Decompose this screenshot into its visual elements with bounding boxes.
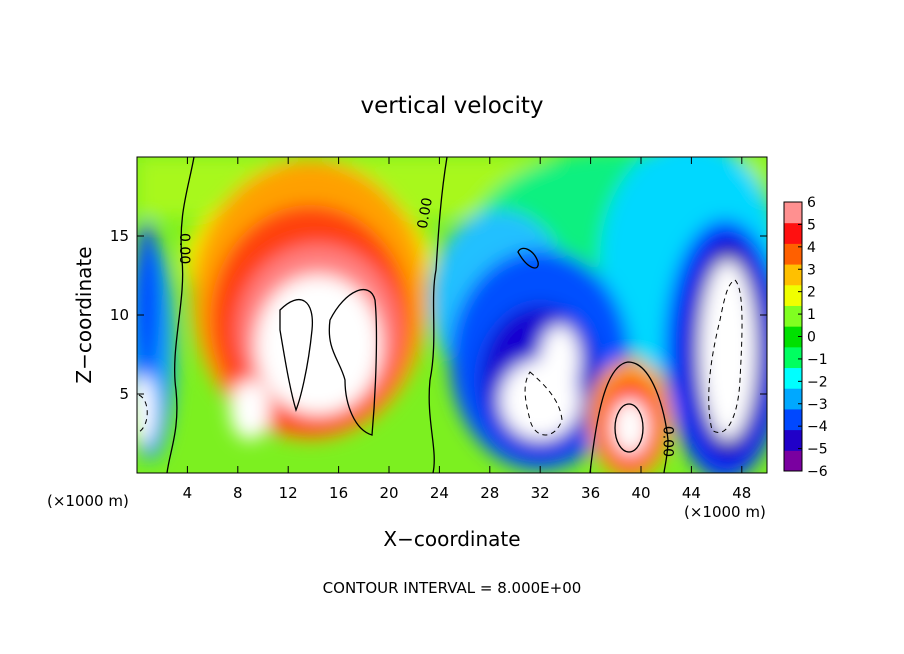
contour-small-cell <box>517 247 539 269</box>
contour-label: 0.00 <box>415 196 436 229</box>
x-unit-right: (×1000 m) <box>684 503 766 521</box>
x-tick-label: 32 <box>531 484 550 502</box>
contour-main-core-2 <box>328 289 378 436</box>
chart-title: vertical velocity <box>361 93 544 119</box>
x-tick-label: 12 <box>279 484 298 502</box>
colorbar-label: −4 <box>807 419 828 435</box>
colorbar-segment <box>784 284 802 306</box>
contour-main-core-1 <box>279 298 314 412</box>
colorbar-segment <box>784 202 802 224</box>
colorbar-segment <box>784 326 802 348</box>
colorbar-segment <box>784 388 802 410</box>
colorbar-segment <box>784 243 802 265</box>
x-tick-label: 28 <box>480 484 499 502</box>
x-tick-label: 4 <box>183 484 193 502</box>
y-axis-label: Z−coordinate <box>72 246 96 383</box>
x-tick-label: 40 <box>631 484 650 502</box>
colorbar-label: −1 <box>807 352 828 368</box>
colorbar-label: 5 <box>807 217 816 233</box>
velocity-field <box>137 157 767 473</box>
y-tick-label: 10 <box>110 306 129 324</box>
plot-area <box>137 157 767 473</box>
y-tick-label: 5 <box>119 385 129 403</box>
contour-labels: 0.00 0.00 0.00 <box>176 196 676 457</box>
x-tick-label: 20 <box>379 484 398 502</box>
x-tick-label: 24 <box>430 484 449 502</box>
x-tick-label: 16 <box>329 484 348 502</box>
colorbar-label: 4 <box>807 240 816 256</box>
x-unit-left: (×1000 m) <box>47 492 129 510</box>
y-axis-ticks: 5 10 15 <box>110 227 767 403</box>
x-tick-label: 36 <box>581 484 600 502</box>
colorbar-label: 3 <box>807 262 816 278</box>
contour-updraft-core <box>614 403 644 453</box>
colorbar-segment <box>784 367 802 389</box>
colorbar-label: 6 <box>807 195 816 211</box>
x-tick-label: 48 <box>732 484 751 502</box>
colorbar-label: −6 <box>807 464 828 480</box>
x-axis-label: X−coordinate <box>383 527 520 551</box>
zero-contour-left <box>166 157 195 473</box>
zero-contour-middle <box>428 157 448 473</box>
dashed-contours <box>138 279 743 436</box>
contour-label: 0.00 <box>660 426 676 457</box>
zero-contour-right <box>589 361 669 473</box>
colorbar-label: 1 <box>807 307 816 323</box>
contour-interval-text: CONTOUR INTERVAL = 8.000E+00 <box>323 579 582 597</box>
x-axis-ticks: 4 8 12 16 20 24 28 32 36 40 44 48 <box>183 157 751 502</box>
colorbar-label: −3 <box>807 397 828 413</box>
y-tick-label: 15 <box>110 227 129 245</box>
colorbar-label: −2 <box>807 374 828 390</box>
colorbar-label: 0 <box>807 330 816 346</box>
colorbar: 6 5 4 3 2 1 0 −1 −2 −3 −4 −5 −6 <box>783 195 828 480</box>
dashed-contour-right <box>708 279 743 433</box>
colorbar-segment <box>784 264 802 286</box>
colorbar-segment <box>784 305 802 327</box>
colorbar-segment <box>784 222 802 244</box>
dashed-contour-left <box>138 394 148 433</box>
contour-label: 0.00 <box>176 233 192 264</box>
colorbar-segment <box>784 346 802 369</box>
x-tick-label: 44 <box>682 484 701 502</box>
colorbar-label: 2 <box>807 285 816 301</box>
colorbar-segment <box>784 429 802 451</box>
x-tick-label: 8 <box>233 484 243 502</box>
colorbar-segment <box>784 408 802 431</box>
colorbar-segment <box>784 450 802 472</box>
colorbar-label: −5 <box>807 442 828 458</box>
contour-lines <box>166 157 669 473</box>
dashed-contour-center <box>524 371 563 436</box>
